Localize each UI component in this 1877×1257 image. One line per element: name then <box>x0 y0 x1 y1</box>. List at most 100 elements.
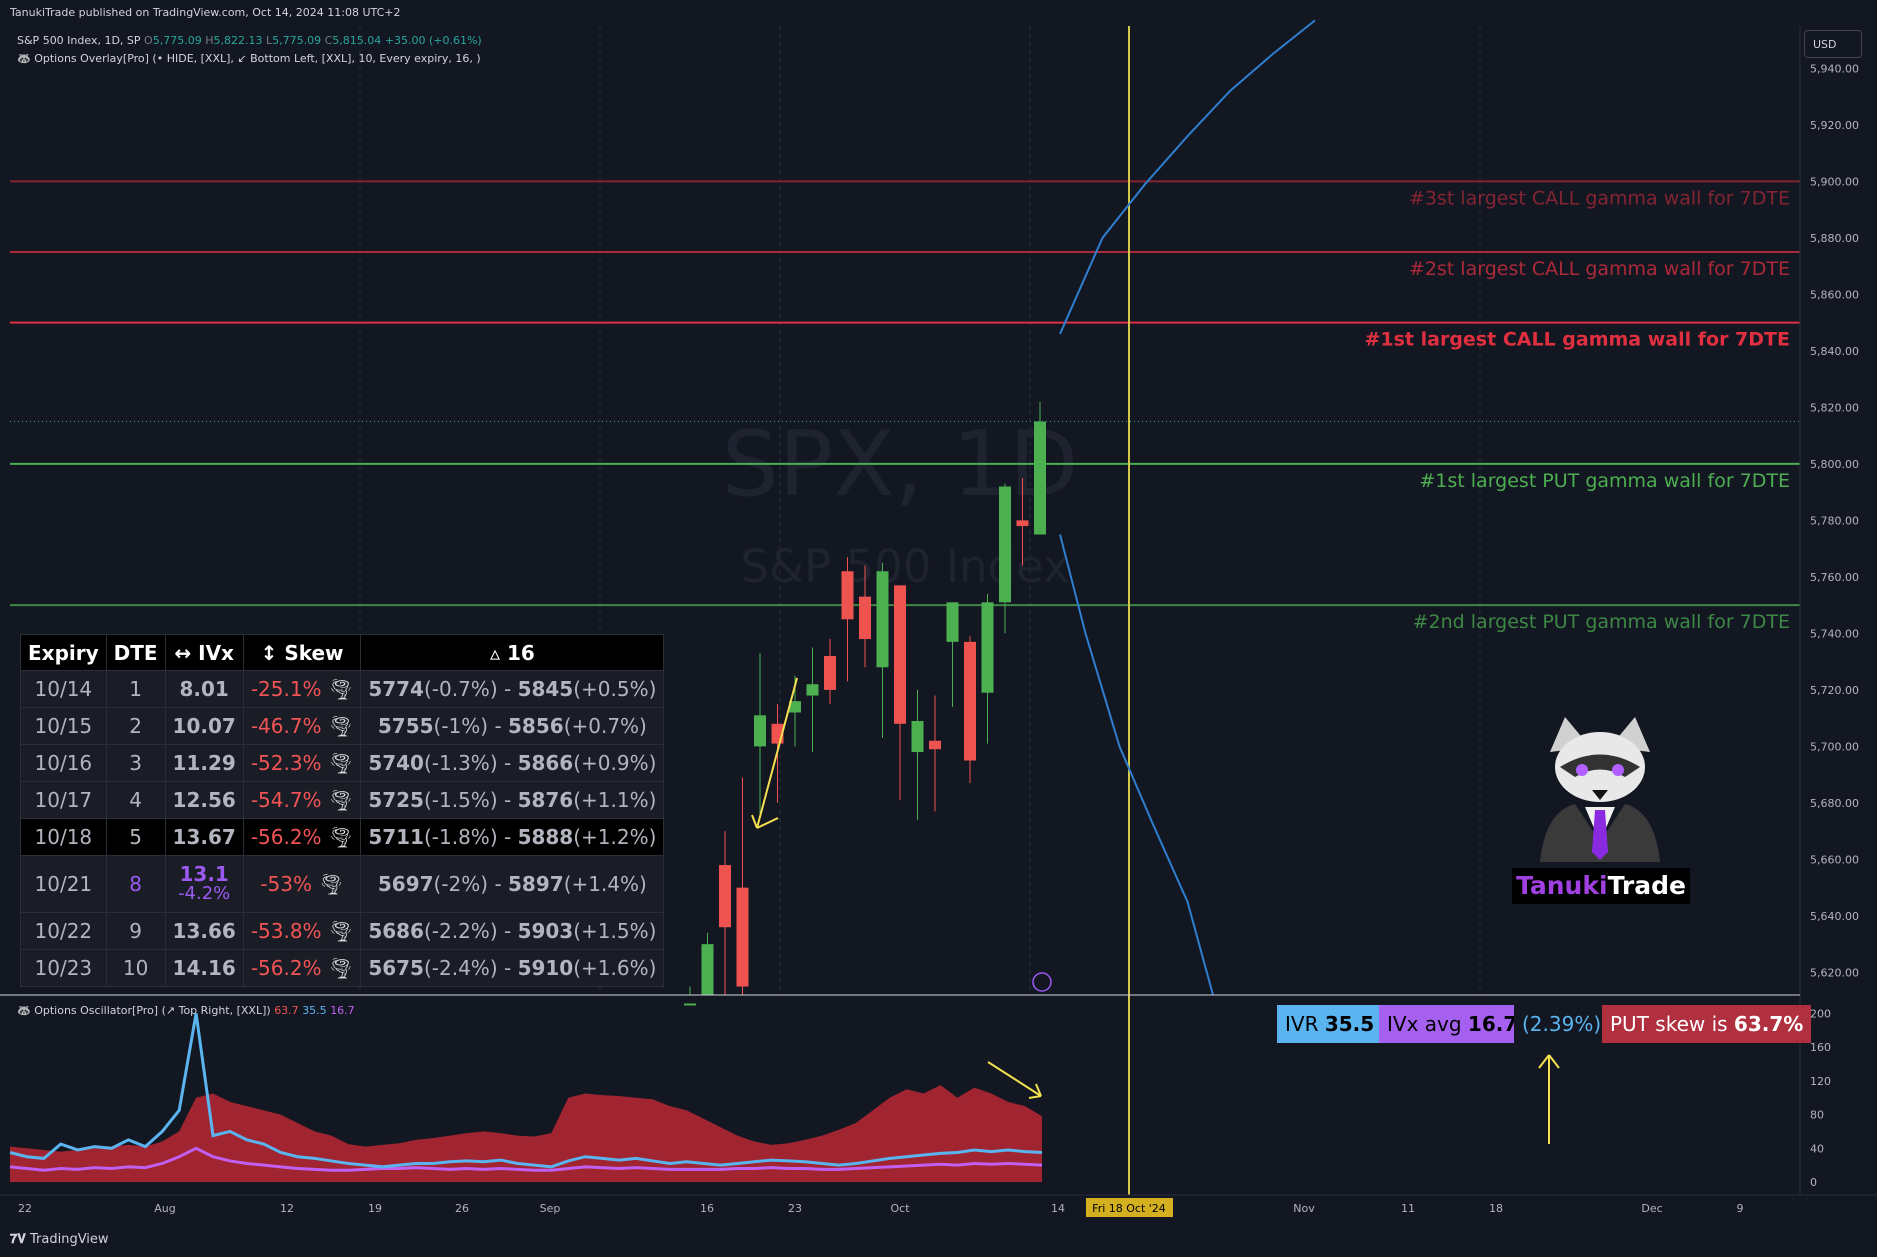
y-tick-label: 5,820.00 <box>1810 401 1859 414</box>
osc-tick-label: 160 <box>1810 1041 1831 1054</box>
tornado-icon: 🌪 <box>327 919 354 943</box>
skew-cell: -46.7% 🌪 <box>242 707 362 745</box>
delta-cell: 5755(-1%) - 5856(+0.7%) <box>360 707 665 745</box>
skew-cell: -52.3% 🌪 <box>242 744 362 782</box>
x-tick-label: 23 <box>788 1202 802 1215</box>
x-tick-label: Aug <box>154 1202 175 1215</box>
symbol-label: S&P 500 Index, 1D, SP <box>17 34 141 47</box>
expiry-cell: 10/14 <box>20 670 107 708</box>
delta-cell: 5686(-2.2%) - 5903(+1.5%) <box>360 912 665 950</box>
oscillator-pane: 200 160 120 80 40 0 <box>0 994 1831 1189</box>
x-tick-label: 19 <box>368 1202 382 1215</box>
currency-button[interactable]: USD <box>1804 30 1862 58</box>
skew-cell: -25.1% 🌪 <box>242 670 362 708</box>
y-tick-label: 5,720.00 <box>1810 684 1859 697</box>
y-tick-label: 5,780.00 <box>1810 514 1859 527</box>
expiry-cell: 10/23 <box>20 949 107 987</box>
ivr-badge: IVR 35.5 <box>1277 1005 1383 1043</box>
oscillator-legend[interactable]: 🦝 Options Oscillator[Pro] (↗ Top Right, … <box>17 1004 355 1017</box>
tradingview-logo[interactable]: 𝟕𝐕 TradingView <box>10 1232 109 1247</box>
annotation-arrow <box>1035 1083 1042 1097</box>
table-row: 10/18 5 13.67 -56.2% 🌪 5711(-1.8%) - 5888(+1… <box>20 818 665 856</box>
ivx-cell: 14.16 <box>164 949 244 987</box>
dte-cell: 5 <box>105 818 166 856</box>
y-tick-label: 5,840.00 <box>1810 345 1859 358</box>
delta-cell: 5675(-2.4%) - 5910(+1.6%) <box>360 949 665 987</box>
table-header: Expiry DTE ↔ IVx ↕ Skew ▵ 16 <box>20 634 665 671</box>
candle-body <box>999 486 1011 603</box>
y-tick-label: 5,800.00 <box>1810 458 1859 471</box>
iv-rank-line <box>9 1013 1043 1169</box>
candle-body <box>701 944 714 995</box>
y-tick-label: 5,660.00 <box>1810 853 1859 866</box>
put-skew-badge: PUT skew is 63.7% <box>1602 1005 1812 1043</box>
tornado-icon: 🌪 <box>327 956 354 980</box>
dte-cell: 10 <box>105 949 166 987</box>
x-tick-label: Oct <box>890 1202 910 1215</box>
tornado-icon: 🌪 <box>327 714 354 738</box>
candle-body <box>946 602 959 642</box>
skew-cell: -56.2% 🌪 <box>242 949 362 987</box>
gamma-wall-label: #1st largest CALL gamma wall for 7DTE <box>1364 329 1790 351</box>
y-tick-label: 5,920.00 <box>1810 119 1859 132</box>
watermark: SPX, 1DS&P 500 Index <box>722 412 1079 593</box>
candle-body <box>806 684 819 696</box>
candle-body <box>754 715 766 747</box>
ivx-cell: 8.01 <box>164 670 244 708</box>
y-tick-label: 5,880.00 <box>1810 232 1859 245</box>
y-tick-label: 5,640.00 <box>1810 910 1859 923</box>
x-highlight-box <box>1086 1198 1173 1217</box>
candle-body <box>824 655 836 690</box>
upper-move-band <box>1059 19 1316 335</box>
gamma-wall-label: #2nd largest PUT gamma wall for 7DTE <box>1413 611 1790 633</box>
raccoon-icon: 🦝 <box>17 1004 31 1017</box>
y-tick-label: 5,740.00 <box>1810 627 1859 640</box>
pct-badge: (2.39%) <box>1514 1005 1610 1043</box>
col-ivx: ↔ IVx <box>164 634 244 671</box>
candles <box>684 401 1046 1006</box>
skew-cell: -53.8% 🌪 <box>242 912 362 950</box>
skew-area <box>10 1085 1042 1182</box>
annotation-arrow <box>987 1061 1042 1097</box>
raccoon-icon: 🦝 <box>17 52 31 65</box>
skew-cell: -54.7% 🌪 <box>242 781 362 819</box>
x-tick-label: Nov <box>1293 1202 1315 1215</box>
dte-cell: 8 <box>105 855 166 913</box>
gamma-wall-label: #3st largest CALL gamma wall for 7DTE <box>1409 187 1790 209</box>
candle-body <box>1034 421 1046 535</box>
x-tick-label: 12 <box>280 1202 294 1215</box>
y-tick-label: 5,860.00 <box>1810 288 1859 301</box>
tradingview-icon: 𝟕𝐕 <box>10 1232 26 1247</box>
candle-body <box>964 641 976 761</box>
x-tick-label: 9 <box>1737 1202 1744 1215</box>
brand-label: TanukiTrade <box>1512 868 1690 904</box>
table-row: 10/21 8 13.1 -4.2% -53% 🌪 5697(-2%) - 5897(+1… <box>20 855 665 913</box>
tornado-icon: 🌪 <box>318 872 344 896</box>
x-tick-label: 22 <box>18 1202 32 1215</box>
skew-cell: -53% 🌪 <box>242 855 362 913</box>
ivx-cell: 13.66 <box>164 912 244 950</box>
annotation-arrow <box>1548 1054 1560 1069</box>
expiry-cell: 10/17 <box>20 781 107 819</box>
ivx-cell: 10.07 <box>164 707 244 745</box>
candle-body <box>929 740 941 750</box>
ivx-cell: 13.1 -4.2% <box>164 855 244 913</box>
annotation-arrow <box>751 814 758 829</box>
candle-body <box>736 887 749 987</box>
lower-move-band <box>1059 534 1214 996</box>
candle-body <box>841 571 854 620</box>
delta-cell: 5725(-1.5%) - 5876(+1.1%) <box>360 781 665 819</box>
annotation-arrow <box>1028 1095 1042 1099</box>
osc-tick-label: 120 <box>1810 1075 1831 1088</box>
table-row: 10/17 4 12.56 -54.7% 🌪 5725(-1.5%) - 5876(+1… <box>20 781 665 819</box>
ivx-cell: 13.67 <box>164 818 244 856</box>
time-axis: 22 Aug 12 19 26 Sep 16 23 Oct 14 Nov 11 18 Dec 9 Fri 18… <box>0 1194 1877 1217</box>
tornado-icon: 🌪 <box>327 788 354 812</box>
candle-body <box>876 571 889 668</box>
candle-body <box>911 720 924 753</box>
x-tick-label: Sep <box>540 1202 561 1215</box>
tornado-icon: 🌪 <box>327 677 354 701</box>
table-row: 10/16 3 11.29 -52.3% 🌪 5740(-1.3%) - 5866(+0… <box>20 744 665 782</box>
overlay-legend[interactable]: 🦝 Options Overlay[Pro] (• HIDE, [XXL], ↙… <box>17 52 481 65</box>
